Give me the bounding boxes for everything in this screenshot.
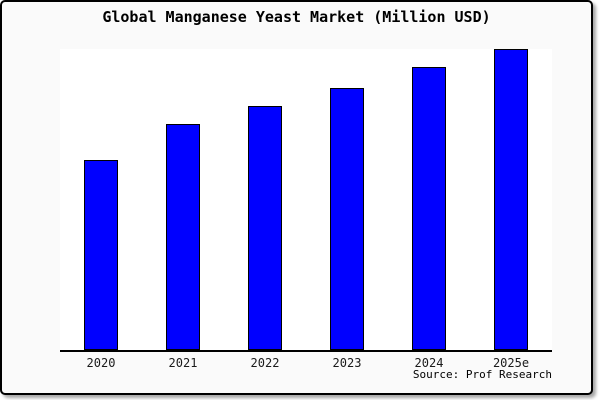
bar-slot-2022 — [224, 49, 306, 350]
bars — [60, 49, 552, 350]
chart-frame: Global Manganese Yeast Market (Million U… — [0, 0, 593, 395]
plot-area — [60, 49, 552, 352]
bar-slot-2024 — [388, 49, 470, 350]
bar-2024 — [412, 67, 446, 350]
bar-slot-2025e — [470, 49, 552, 350]
bar-slot-2020 — [60, 49, 142, 350]
x-tick-label-2023: 2023 — [332, 356, 362, 370]
bar-2022 — [248, 106, 282, 350]
bar-slot-2021 — [142, 49, 224, 350]
bar-2025e — [494, 49, 528, 350]
bar-2020 — [84, 160, 118, 350]
x-tick-label-2025e: 2025e — [492, 356, 530, 370]
x-axis-labels: 2020 2021 2022 2023 2024 2025e — [60, 356, 552, 370]
x-tick-label-2024: 2024 — [414, 356, 444, 370]
x-tick-label-2021: 2021 — [168, 356, 198, 370]
bar-slot-2023 — [306, 49, 388, 350]
bar-2021 — [166, 124, 200, 350]
bar-2023 — [330, 88, 364, 350]
chart-title: Global Manganese Yeast Market (Million U… — [102, 8, 491, 26]
source-credit: Source: Prof Research — [412, 368, 552, 381]
x-tick-label-2020: 2020 — [86, 356, 116, 370]
x-tick-label-2022: 2022 — [250, 356, 280, 370]
